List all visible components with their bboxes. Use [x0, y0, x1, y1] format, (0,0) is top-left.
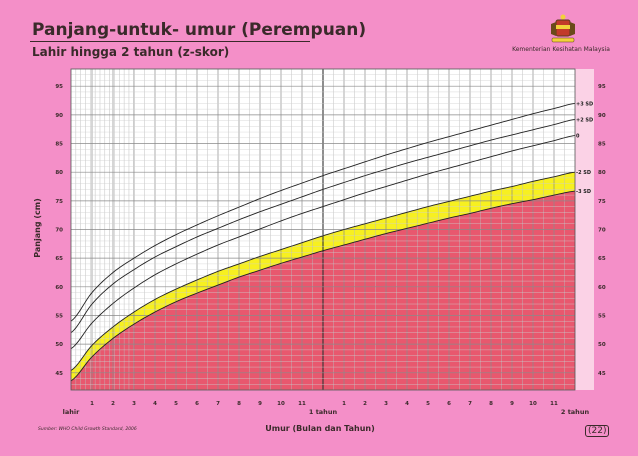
y-tick-label: 60: [55, 285, 63, 291]
x-tick-label: 5: [426, 401, 430, 407]
y-tick-label: 80: [598, 170, 606, 176]
crest-stripe: [556, 25, 570, 29]
y-tick-label: 90: [598, 113, 606, 119]
x-tick-label: 7: [468, 401, 472, 407]
x-tick-label: 2: [363, 401, 367, 407]
y-tick-label: 50: [598, 342, 606, 348]
y-tick-label: 60: [598, 285, 606, 291]
y-ticks-right: 45 50 55 60 65 70 75 80 85 90 95: [598, 84, 606, 377]
band-minus2-minus3sd: [71, 172, 575, 381]
x-tick-label: 10: [277, 401, 285, 407]
source-note: Sumber: WHO Child Growth Standard, 2006: [38, 427, 137, 432]
ministry-crest-logo: [551, 14, 575, 43]
curve-line: [70, 171, 576, 371]
x-tick-label: 11: [298, 401, 306, 407]
crest-supporter-right: [570, 22, 575, 36]
crest-supporter-left: [551, 22, 556, 36]
x-tick-label: 2 tahun: [561, 408, 590, 416]
y-ticks-left: 45 50 55 60 65 70 75 80 85 90 95: [55, 84, 63, 377]
y-tick-label: 80: [55, 170, 63, 176]
title-rule: [30, 41, 310, 42]
curves: [70, 102, 576, 382]
x-tick-label: 9: [510, 401, 514, 407]
x-tick-label: 8: [489, 401, 493, 407]
x-tick-label: 1 tahun: [309, 408, 338, 416]
right-label-strip: [575, 69, 594, 390]
y-tick-label: 55: [598, 313, 606, 319]
curve-label: +2 SD: [576, 117, 593, 123]
curve-labels: +3 SD +2 SD 0 -2 SD -3 SD: [576, 101, 593, 195]
x-tick-label: 9: [258, 401, 262, 407]
x-tick-label: 6: [447, 401, 451, 407]
curve-label: +3 SD: [576, 101, 593, 107]
x-tick-label: 11: [550, 401, 558, 407]
plot-frame: [70, 68, 576, 391]
x-tick-label: 3: [132, 401, 136, 407]
y-tick-label: 75: [55, 199, 63, 205]
curve-label: -3 SD: [576, 189, 591, 195]
page-subtitle: Lahir hingga 2 tahun (z-skor): [32, 45, 230, 59]
y-tick-label: 85: [55, 142, 63, 148]
curve-line: [70, 102, 576, 322]
x-tick-label: 10: [529, 401, 537, 407]
x-tick-label: 7: [216, 401, 220, 407]
x-tick-label: lahir: [63, 408, 80, 416]
x-tick-label: 2: [111, 401, 115, 407]
curve-line: [70, 190, 576, 382]
x-axis-label: Umur (Bulan dan Tahun): [265, 424, 375, 433]
y-tick-label: 45: [55, 371, 63, 377]
crest-crescent: [560, 14, 566, 20]
page-title: Panjang-untuk- umur (Perempuan): [32, 20, 367, 40]
y-tick-label: 55: [55, 313, 63, 319]
curve-line: [70, 118, 576, 334]
y-tick-label: 45: [598, 371, 606, 377]
curve-label: 0: [576, 133, 580, 139]
y-tick-label: 50: [55, 342, 63, 348]
y-tick-label: 75: [598, 199, 606, 205]
y-axis-label: Panjang (cm): [33, 198, 42, 257]
y-tick-label: 85: [598, 142, 606, 148]
curve-line: [70, 135, 576, 350]
y-tick-label: 65: [55, 256, 63, 262]
y-tick-label: 90: [55, 113, 63, 119]
y-tick-label: 70: [55, 228, 63, 234]
ministry-name: Kementerian Kesihatan Malaysia: [512, 46, 610, 53]
x-tick-label: 1: [90, 401, 94, 407]
x-tick-label: 8: [237, 401, 241, 407]
x-tick-label: 4: [405, 401, 409, 407]
right-tick-strip: [594, 69, 611, 390]
x-tick-label: 6: [195, 401, 199, 407]
y-tick-label: 65: [598, 256, 606, 262]
x-tick-label: 5: [174, 401, 178, 407]
x-tick-label: 1: [342, 401, 346, 407]
x-tick-label: 4: [153, 401, 157, 407]
y-tick-label: 95: [55, 84, 63, 90]
curve-label: -2 SD: [576, 170, 591, 176]
page-number: (22): [585, 425, 610, 437]
y-tick-label: 70: [598, 228, 606, 234]
crest-scroll: [551, 37, 575, 43]
x-tick-label: 3: [384, 401, 388, 407]
y-tick-label: 95: [598, 84, 606, 90]
